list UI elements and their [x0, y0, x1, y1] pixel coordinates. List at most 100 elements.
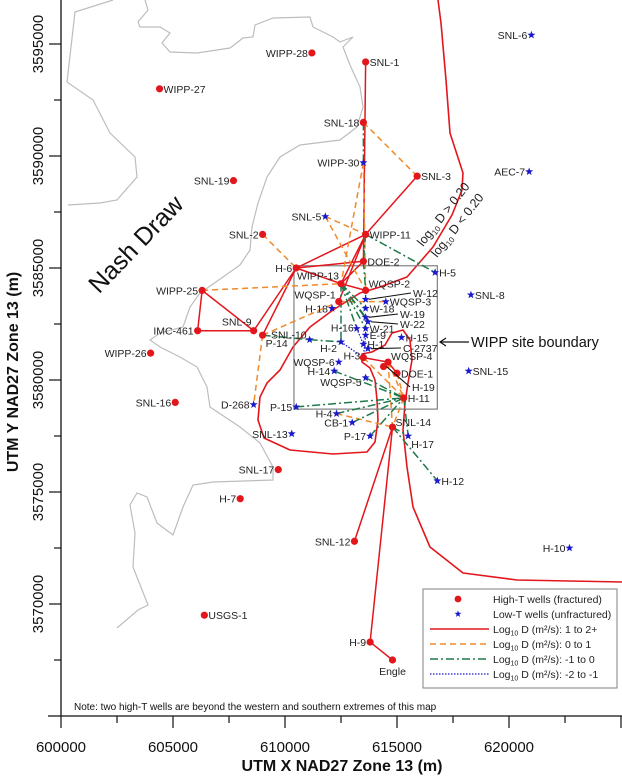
nash-draw-outline-west — [66, 0, 138, 206]
high-t-well-dot-icon — [200, 611, 208, 619]
well-label-h-1: H-1 — [367, 339, 384, 351]
well-snl-9: SNL-9 — [222, 317, 258, 335]
high-t-well-dot-icon — [362, 230, 370, 238]
well-snl-18: SNL-18 — [324, 117, 367, 129]
well-label-snl-2: SNL-2 — [229, 229, 259, 241]
well-h-16: H-16 — [331, 322, 361, 334]
well-h-3: H-3 — [343, 351, 367, 363]
well-h-5: H-5 — [431, 267, 456, 279]
link-wipp-13-w-22 — [340, 283, 369, 323]
low-t-well-star-icon — [431, 268, 440, 276]
low-t-well-star-icon — [321, 212, 330, 220]
well-usgs-1: USGS-1 — [200, 610, 248, 622]
well-wqsp-2: WQSP-2 — [362, 278, 410, 294]
low-t-well-star-icon — [433, 476, 442, 485]
well-label-h-12: H-12 — [441, 476, 464, 488]
label-pointer-w-22 — [370, 321, 399, 325]
label-pointer-c-2737 — [370, 347, 402, 350]
high-t-well-dot-icon — [250, 327, 258, 335]
label-pointer-w-19 — [368, 313, 399, 318]
link-h-6-p-14 — [261, 267, 297, 336]
legend-prefix: Log — [493, 624, 511, 636]
well-label-usgs-1: USGS-1 — [208, 610, 247, 622]
low-t-well-star-icon — [361, 313, 370, 321]
high-t-well-dot-icon — [171, 398, 179, 406]
link-wqsp-5-h-11 — [365, 377, 405, 399]
legend-subscript: 10 — [511, 646, 519, 653]
well-label-snl-15: SNL-15 — [473, 366, 509, 378]
low-t-well-star-icon — [361, 304, 370, 312]
legend-prefix: Log — [493, 654, 511, 666]
legend: High-T wells (fractured) Low-T wells (unf… — [422, 588, 618, 689]
link-wipp-13-w-18 — [340, 283, 367, 309]
well-label-wipp-11: WIPP-11 — [370, 229, 411, 241]
link-h-3-wqsp-4 — [363, 356, 389, 363]
well-cb-1: CB-1 — [324, 418, 357, 430]
high-t-well-dot-icon — [236, 495, 244, 503]
well-label-e-9: E-9 — [370, 330, 387, 342]
link-h-6-wipp-11 — [295, 233, 366, 269]
well-label-h-11: H-11 — [408, 393, 430, 405]
well-snl-6: SNL-6 — [498, 30, 536, 42]
link-wipp-11-wqsp-1 — [338, 234, 367, 302]
well-label-w-12: W-12 — [413, 288, 438, 300]
well-label-snl-13: SNL-13 — [252, 429, 288, 441]
well-engle: Engle — [379, 656, 406, 678]
legend-label-high: High-T wells (fractured) — [493, 594, 602, 606]
low-t-well-star-icon — [332, 409, 341, 417]
link-h-11-h-17 — [402, 397, 409, 437]
nash-draw-outline-east — [116, 0, 364, 629]
well-p-17: P-17 — [344, 431, 375, 443]
high-t-well-dot-icon — [194, 327, 202, 335]
well-label-h-6: H-6 — [275, 263, 292, 275]
well-wipp-27: WIPP-27 — [155, 84, 206, 96]
well-wipp-30: WIPP-30 — [317, 158, 368, 170]
well-w-18: W-18 — [361, 303, 395, 315]
well-label-h-3: H-3 — [343, 351, 360, 363]
well-h-17: H-17 — [404, 431, 434, 451]
well-snl-1: SNL-1 — [362, 57, 400, 69]
link-p-14-snl-10 — [262, 334, 310, 341]
well-h-6: H-6 — [275, 263, 300, 275]
low-t-well-star-icon — [352, 324, 361, 332]
high-t-well-dot-icon — [359, 118, 367, 126]
well-label-h-14: H-14 — [308, 366, 331, 378]
well-doe-1: DOE-1 — [393, 368, 433, 380]
site-boundary-arrowhead — [438, 337, 447, 347]
low-t-well-star-icon — [334, 357, 343, 366]
well-label-h-7: H-7 — [219, 494, 236, 506]
label-pointer-h-19 — [386, 366, 411, 388]
well-label-snl-1: SNL-1 — [370, 57, 400, 69]
low-t-well-star-icon — [527, 30, 536, 39]
link-layer — [196, 61, 438, 661]
link-wipp-11-h-5 — [365, 233, 436, 274]
legend-text: D (m²/s): 1 to 2+ — [518, 624, 597, 636]
well-label-wipp-26: WIPP-26 — [105, 348, 147, 360]
high-t-well-dot-icon — [384, 358, 392, 366]
well-snl-17: SNL-17 — [239, 465, 282, 477]
legend-high-t-dot-icon — [454, 595, 462, 603]
link-wipp-25-imc-461 — [196, 290, 203, 331]
link-wipp-13-h-16 — [340, 283, 358, 329]
well-label-imc-461: IMC-461 — [153, 326, 193, 338]
low-t-well-star-icon — [361, 373, 370, 382]
well-p-14: P-14 — [259, 331, 288, 350]
high-t-well-dot-icon — [292, 264, 300, 272]
well-h-14: H-14 — [308, 366, 339, 378]
well-label-w-19: W-19 — [400, 309, 425, 321]
well-snl-14: SNL-14 — [388, 417, 431, 431]
link-wipp-13-wqsp-2 — [340, 282, 366, 292]
high-t-well-dot-icon — [335, 298, 343, 306]
link-h-6-wipp-13 — [295, 267, 342, 285]
high-t-well-dot-icon — [413, 172, 421, 180]
low-t-well-star-icon — [397, 333, 406, 341]
x-tick-label: 610000 — [260, 739, 310, 756]
high-t-well-dot-icon — [274, 466, 282, 474]
high-t-well-dot-icon — [259, 230, 267, 238]
link-p-14-wqsp-1 — [262, 300, 340, 336]
low-t-well-star-icon — [464, 366, 473, 375]
link-wipp-30-wipp-13 — [340, 162, 365, 284]
well-label-doe-1: DOE-1 — [401, 368, 433, 380]
well-label-aec-7: AEC-7 — [494, 167, 525, 179]
